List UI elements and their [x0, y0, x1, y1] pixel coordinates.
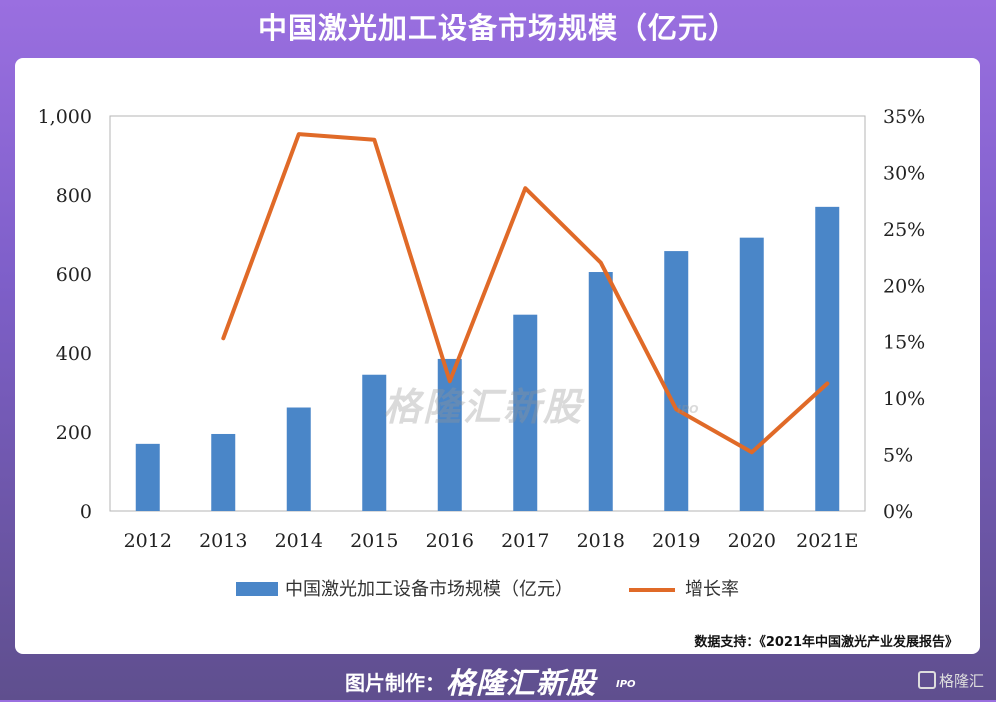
y-tick-label-right: 10% — [883, 388, 925, 410]
y-tick-label-right: 5% — [883, 445, 913, 467]
bar — [664, 251, 689, 511]
plot-frame — [109, 115, 866, 512]
growth-rate-line — [221, 132, 830, 455]
x-tick-label: 2019 — [652, 530, 700, 552]
chart: 0 200 400 600 800 1,000 0% 5% 10% 15% 20% 25% 30% 35%… — [38, 106, 926, 600]
legend-swatch-bar — [236, 582, 278, 596]
y-tick-label-left: 400 — [56, 343, 92, 365]
footer-brand-sub: IPO — [616, 679, 636, 690]
bar — [739, 237, 764, 511]
y-tick-label-left: 600 — [56, 264, 92, 286]
bar — [362, 374, 387, 511]
y-tick-label-left: 200 — [56, 422, 92, 444]
x-tick-label: 2012 — [124, 530, 172, 552]
x-tick-label: 2018 — [577, 530, 625, 552]
footer-brand: 格隆汇新股 — [446, 666, 597, 700]
source-note: 数据支持：《2021年中国激光产业发展报告》 — [694, 635, 958, 650]
y-tick-label-right: 30% — [883, 162, 925, 184]
footer-label: 图片制作： — [345, 671, 445, 695]
y-tick-label-right: 35% — [883, 106, 925, 128]
legend-label-bar: 中国激光加工设备市场规模（亿元） — [285, 579, 573, 600]
y-tick-label-right: 20% — [883, 275, 925, 297]
brand-logo-icon — [917, 671, 936, 689]
footer-corner: 格隆汇 — [917, 670, 984, 691]
x-tick-label: 2021E — [796, 530, 858, 552]
bar — [513, 314, 538, 511]
x-tick-label: 2016 — [426, 530, 474, 552]
y-tick-label-right: 25% — [883, 219, 925, 241]
bar — [588, 272, 613, 511]
y-tick-label-left: 1,000 — [38, 106, 92, 128]
watermark-sub: IPO — [677, 403, 699, 416]
chart-card: 0 200 400 600 800 1,000 0% 5% 10% 15% 20% 25% 30% 35%… — [15, 58, 980, 654]
x-tick-label: 2017 — [501, 530, 549, 552]
x-tick-label: 2013 — [199, 530, 247, 552]
x-tick-label: 2020 — [728, 530, 776, 552]
bar — [815, 206, 840, 511]
legend-label-line: 增长率 — [685, 579, 739, 600]
y-tick-label-left: 800 — [56, 185, 92, 207]
bar — [437, 358, 462, 511]
footer: 图片制作： 格隆汇新股 IPO 格隆汇 — [0, 658, 996, 700]
chart-title: 中国激光加工设备市场规模（亿元） — [257, 11, 738, 45]
bar — [135, 443, 160, 511]
bar — [286, 407, 311, 511]
y-tick-label-right: 15% — [883, 332, 925, 354]
footer-corner-text: 格隆汇 — [938, 672, 984, 690]
x-tick-label: 2015 — [350, 530, 398, 552]
watermark-brand: 格隆汇新股 — [383, 385, 584, 429]
bar — [211, 433, 236, 511]
x-tick-label: 2014 — [275, 530, 323, 552]
y-tick-label-right: 0% — [883, 501, 913, 523]
y-tick-label-left: 0 — [80, 501, 92, 523]
